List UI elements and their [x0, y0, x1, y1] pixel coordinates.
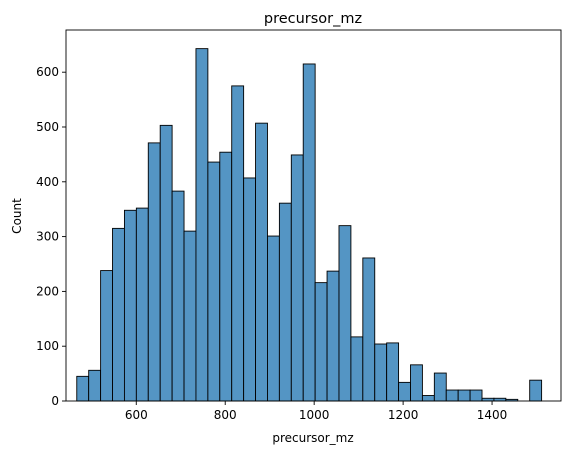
y-tick-label: 600	[36, 65, 59, 79]
histogram-bar	[207, 161, 221, 402]
histogram-bar	[147, 142, 161, 402]
histogram-bar	[123, 209, 137, 402]
y-axis-label: Count	[10, 198, 24, 234]
histogram-bar	[445, 389, 459, 402]
histogram-bar	[135, 207, 149, 402]
x-tick-label: 600	[125, 408, 148, 422]
histogram-bar	[159, 124, 173, 402]
histogram-bar	[255, 122, 268, 402]
histogram-bar	[267, 235, 280, 402]
histogram-bar	[88, 369, 102, 402]
histogram-bar	[421, 395, 435, 402]
x-axis-ticks: 600 800 1000 1200 1400	[125, 401, 508, 422]
y-tick-label: 400	[36, 175, 59, 189]
x-tick-label: 1400	[477, 408, 508, 422]
histogram-bar	[350, 336, 364, 402]
histogram-bar	[290, 154, 304, 402]
y-tick-label: 500	[36, 120, 59, 134]
y-axis-ticks: 0 100 200 300 400 500 600	[36, 65, 66, 408]
histogram-bar	[314, 282, 328, 402]
histogram-bar	[398, 381, 411, 402]
histogram-bar	[195, 48, 209, 402]
histogram-bar	[219, 151, 233, 402]
plot-frame	[65, 29, 562, 402]
y-tick-label: 100	[36, 339, 59, 353]
y-tick-label: 0	[51, 394, 59, 408]
histogram-bar	[374, 343, 388, 402]
histogram-bar	[529, 379, 543, 402]
histogram-bar	[100, 270, 113, 402]
histogram-bar	[278, 202, 292, 402]
bars-group	[76, 48, 543, 402]
x-axis-label: precursor_mz	[272, 431, 353, 445]
histogram-bar	[171, 190, 185, 402]
histogram-bar	[386, 342, 400, 402]
x-tick-label: 1200	[388, 408, 419, 422]
histogram-bar	[302, 63, 316, 402]
histogram-bar	[433, 372, 447, 402]
histogram-bar	[112, 227, 125, 402]
histogram-bar	[457, 389, 471, 402]
y-tick-label: 300	[36, 230, 59, 244]
histogram-bar	[183, 230, 197, 402]
x-tick-label: 1000	[299, 408, 330, 422]
histogram-bar	[326, 270, 340, 402]
histogram-bar	[231, 85, 245, 402]
histogram-bar	[362, 257, 376, 402]
chart-title: precursor_mz	[264, 11, 362, 27]
histogram-bar	[469, 389, 483, 402]
histogram-bar	[338, 225, 352, 402]
histogram-bar	[410, 364, 423, 402]
x-tick-label: 800	[214, 408, 237, 422]
histogram-bar	[76, 375, 90, 402]
y-tick-label: 200	[36, 284, 59, 298]
histogram-bar	[243, 177, 256, 402]
